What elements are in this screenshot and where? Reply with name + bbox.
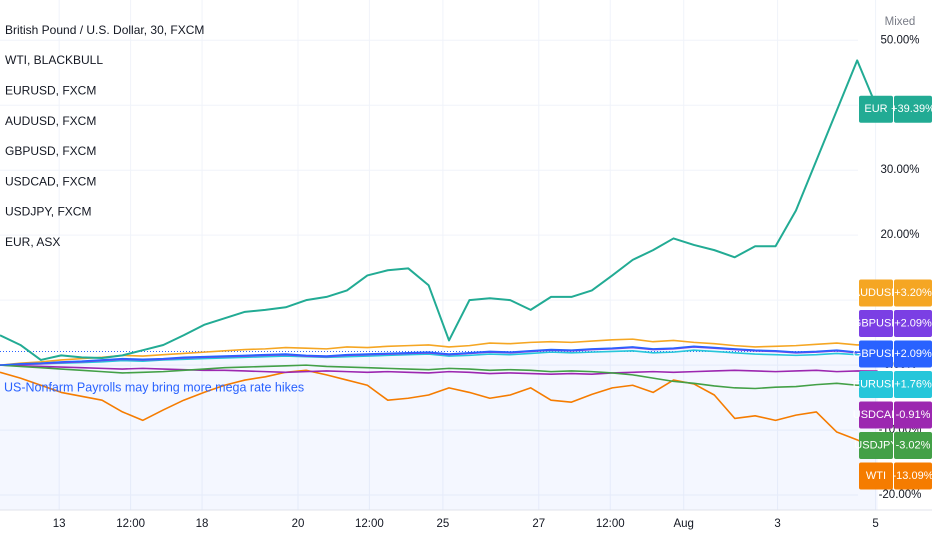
- legend-entry: WTI, BLACKBULL: [5, 53, 103, 67]
- last-value-label: -3.02%: [896, 439, 931, 451]
- x-tick-label: 12:00: [116, 518, 145, 530]
- scale-mode[interactable]: Mixed: [885, 16, 916, 28]
- y-tick-label: 30.00%: [880, 164, 919, 176]
- chart-title: British Pound / U.S. Dollar, 30, FXCM: [5, 23, 204, 37]
- series-name: GBPUSD: [853, 348, 900, 360]
- x-tick-label: 20: [292, 518, 305, 530]
- x-tick-label: 3: [774, 518, 780, 530]
- series-line: [0, 349, 878, 366]
- value-badge: [894, 371, 932, 398]
- legend-entry: AUDUSD, FXCM: [5, 114, 96, 128]
- x-tick-label: 18: [196, 518, 209, 530]
- name-badge: [859, 279, 893, 307]
- name-badge: [859, 462, 893, 490]
- last-value-label: +2.09%: [894, 348, 932, 360]
- name-badge: [859, 371, 893, 398]
- last-value-label: +1.76%: [894, 378, 932, 390]
- x-tick-label: Aug: [673, 518, 693, 530]
- legend-entry: GBPUSD, FXCM: [5, 144, 96, 158]
- y-tick-label: 20.00%: [880, 229, 919, 241]
- legend-entry: USDJPY, FXCM: [5, 205, 91, 219]
- series-line: [0, 369, 878, 451]
- y-tick-label: -20.00%: [879, 489, 922, 501]
- name-badge: [859, 310, 893, 337]
- name-badge: [859, 340, 893, 368]
- value-badge: [894, 310, 932, 337]
- series-line: [0, 59, 879, 361]
- legend-entry: USDCAD, FXCM: [5, 174, 96, 188]
- value-badge: [894, 462, 932, 490]
- series-line: [0, 364, 878, 390]
- value-badge: [894, 401, 932, 429]
- name-badge: [859, 432, 893, 459]
- last-value-label: -13.09%: [893, 470, 932, 482]
- x-tick-label: 12:00: [355, 518, 384, 530]
- legend-entry: EURUSD, FXCM: [5, 83, 96, 97]
- x-tick-label: 27: [532, 518, 545, 530]
- name-badge: [859, 401, 893, 429]
- last-value-label: +39.39%: [891, 103, 932, 115]
- series-name: WTI: [866, 470, 886, 482]
- series-line: [0, 345, 878, 366]
- x-tick-label: 25: [436, 518, 449, 530]
- series-name: GBPUSD: [853, 317, 900, 329]
- x-tick-label: 12:00: [596, 518, 625, 530]
- value-badge: [894, 95, 932, 123]
- y-tick-label: 50.00%: [880, 34, 919, 46]
- name-badge: [859, 95, 893, 123]
- x-tick-label: 13: [53, 518, 66, 530]
- series-name: EUR: [864, 103, 887, 115]
- last-value-label: +3.20%: [894, 287, 932, 299]
- series-name: USDJPY: [854, 439, 898, 451]
- news-annotation[interactable]: US-Nonfarm Payrolls may bring more mega …: [4, 380, 304, 394]
- series-line: [0, 364, 878, 376]
- series-name: EURUSD: [853, 378, 900, 390]
- x-tick-label: 5: [872, 518, 878, 530]
- series-line: [0, 338, 878, 366]
- series-name: AUDUSD: [853, 287, 900, 299]
- value-badge: [894, 432, 932, 459]
- last-value-label: -0.91%: [896, 409, 931, 421]
- last-value-label: +2.09%: [894, 317, 932, 329]
- series-name: USDCAD: [853, 409, 900, 421]
- value-badge: [894, 279, 932, 307]
- legend-entry: EUR, ASX: [5, 235, 60, 249]
- value-badge: [894, 340, 932, 368]
